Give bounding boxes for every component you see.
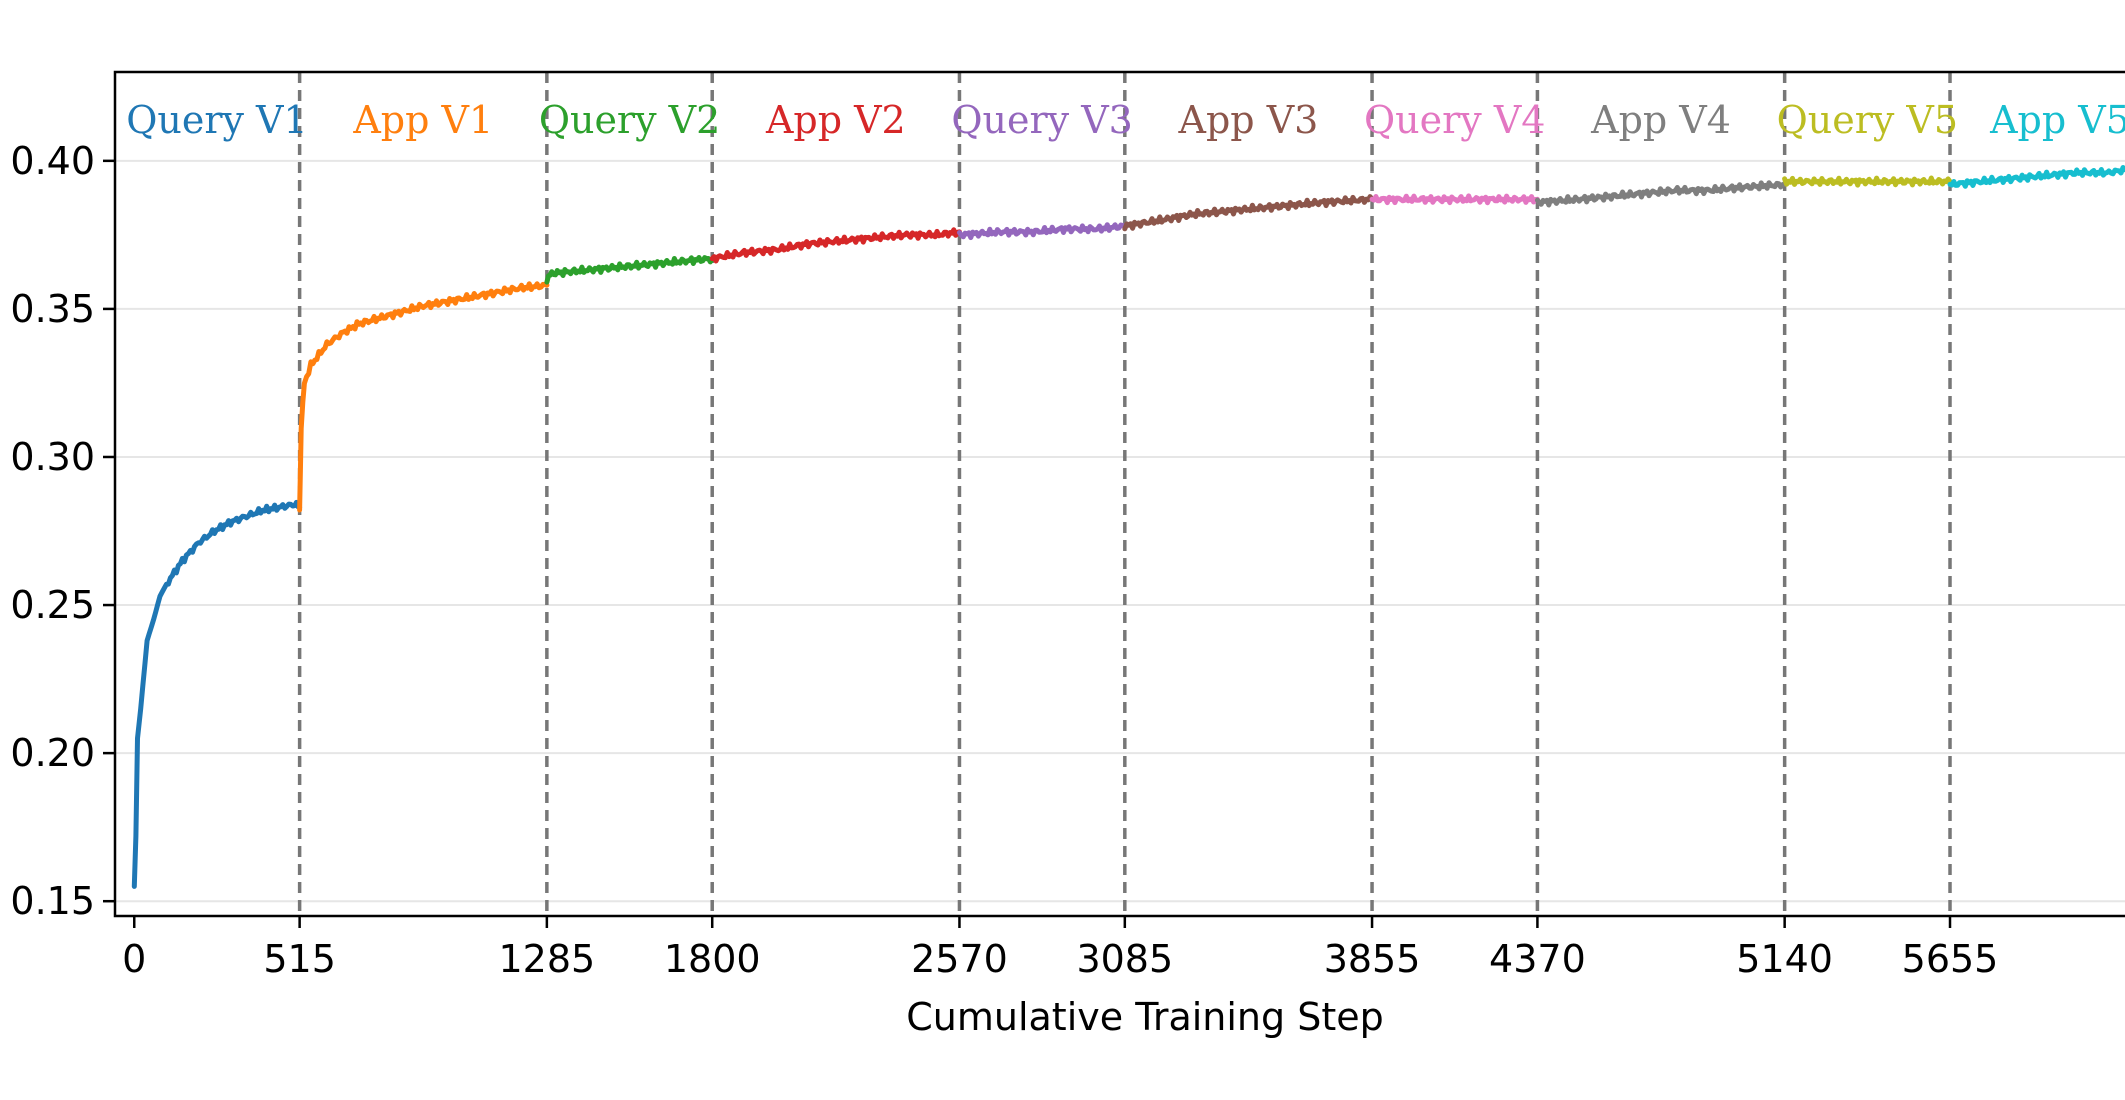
series-line-query-v5	[1782, 175, 1953, 188]
y-tick-label: 0.40	[10, 139, 95, 183]
series-line-app-v3	[1122, 194, 1375, 232]
series-lines	[131, 165, 2125, 889]
series-line-query-v4	[1369, 193, 1540, 206]
x-tick-label: 0	[122, 937, 146, 981]
x-tick-label: 1285	[499, 937, 596, 981]
y-tick-label: 0.15	[10, 879, 95, 923]
phase-label-app-v3: App V3	[1178, 98, 1319, 142]
grid	[115, 159, 2125, 903]
series-line-app-v2	[709, 227, 962, 264]
phase-label-query-v2: Query V2	[539, 98, 720, 142]
x-tick-label: 4370	[1489, 937, 1586, 981]
x-tick-label: 5655	[1902, 937, 1999, 981]
x-tick-label: 2570	[911, 937, 1008, 981]
series-line-app-v1	[297, 281, 550, 513]
phase-label-query-v4: Query V4	[1364, 98, 1545, 142]
phase-label-app-v1: App V1	[352, 98, 493, 142]
x-tick-label: 1800	[664, 937, 761, 981]
x-tick-label: 3085	[1076, 937, 1173, 981]
phase-label-query-v5: Query V5	[1777, 98, 1958, 142]
series-line-app-v4	[1534, 180, 1788, 208]
phase-label-query-v3: Query V3	[951, 98, 1132, 142]
x-tick-label: 3855	[1324, 937, 1421, 981]
series-line-query-v3	[957, 222, 1128, 241]
y-tick-label: 0.25	[10, 583, 95, 627]
y-tick-label: 0.35	[10, 287, 95, 331]
phase-label-app-v4: App V4	[1590, 98, 1731, 142]
phase-label-app-v5: App V5	[1989, 98, 2125, 142]
series-line-query-v2	[544, 255, 715, 285]
plot-frame	[113, 70, 2125, 918]
x-tick-label: 515	[263, 937, 336, 981]
y-tick-label: 0.20	[10, 731, 95, 775]
phase-label-app-v2: App V2	[765, 98, 906, 142]
x-axis-title: Cumulative Training Step	[906, 995, 1384, 1039]
phase-labels: Query V1 App V1 Query V2 App V2 Query V3 App …	[126, 98, 2125, 142]
series-line-app-v5	[1947, 165, 2125, 189]
series-line-query-v1	[131, 499, 303, 889]
phase-label-query-v1: Query V1	[126, 98, 307, 142]
x-tick-label: 5140	[1736, 937, 1833, 981]
y-axis: 0.15 0.20 0.25 0.30 0.35 0.40	[10, 139, 115, 923]
y-tick-label: 0.30	[10, 435, 95, 479]
x-axis: 0515128518002570308538554370514056556425	[122, 916, 1999, 981]
plot-area-background	[115, 72, 2125, 916]
